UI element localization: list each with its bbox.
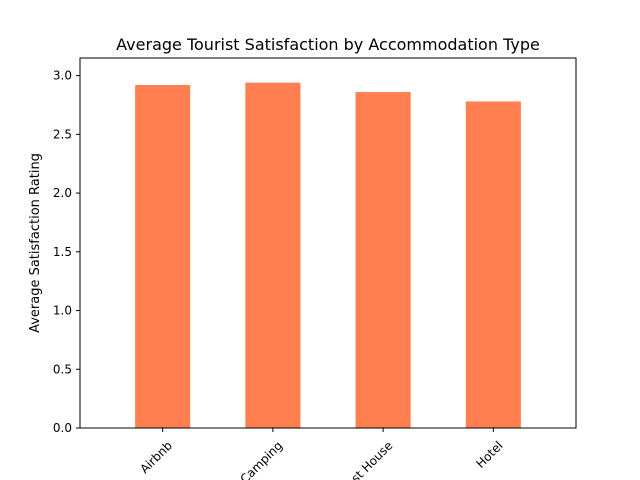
x-axis: Airbnb Camping Guest House Hotel	[137, 428, 506, 480]
x-tick-label-hotel: Hotel	[473, 438, 505, 470]
plot-frame	[79, 57, 577, 429]
y-tick-label: 1.0	[53, 304, 72, 318]
y-axis-label: Average Satisfaction Rating	[28, 153, 43, 333]
chart-title: Average Tourist Satisfaction by Accommod…	[116, 35, 540, 54]
x-tick-label-camping: Camping	[237, 438, 285, 480]
x-tick-label-guest-house: Guest House	[331, 438, 395, 480]
bar-camping	[245, 82, 301, 429]
bars-layer	[135, 82, 521, 429]
y-tick-label: 0.0	[53, 421, 72, 435]
bar-hotel	[465, 101, 521, 428]
y-tick-label: 2.5	[53, 127, 72, 141]
y-tick-label: 2.0	[53, 186, 72, 200]
x-tick-label-airbnb: Airbnb	[137, 438, 175, 476]
y-axis: 0.0 0.5 1.0 1.5 2.0 2.5 3.0	[53, 69, 80, 435]
y-tick-label: 1.5	[53, 245, 72, 259]
bar-airbnb	[135, 85, 191, 429]
y-tick-label: 3.0	[53, 69, 72, 83]
y-tick-label: 0.5	[53, 362, 72, 376]
bar-guest-house	[355, 92, 411, 429]
